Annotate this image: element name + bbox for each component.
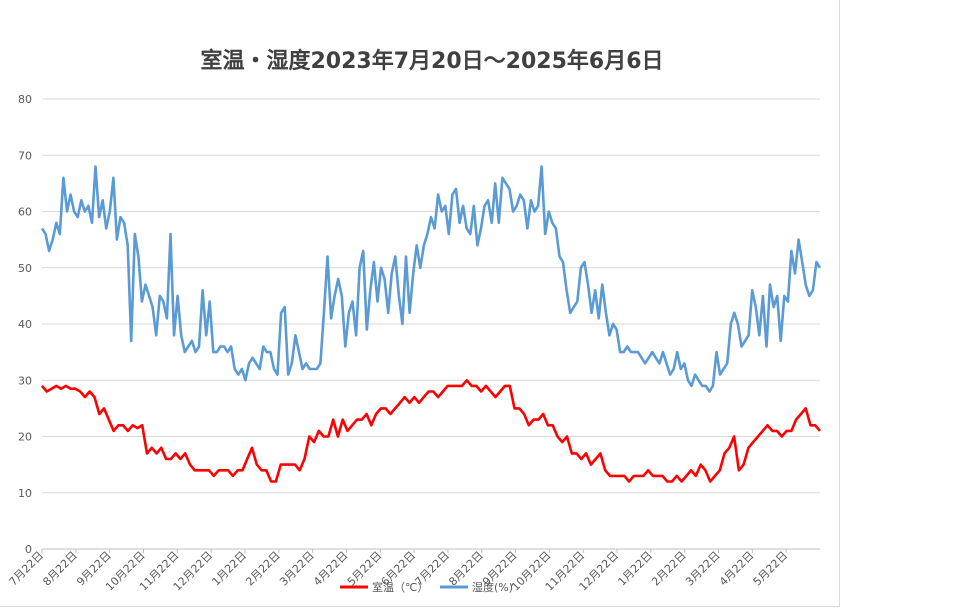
y-tick-label: 70 xyxy=(18,149,32,162)
y-tick-label: 30 xyxy=(18,374,32,387)
x-tick-label: 3月22日 xyxy=(277,549,317,589)
y-tick-label: 80 xyxy=(18,93,32,106)
x-tick-label: 3月22日 xyxy=(683,549,723,589)
y-tick-label: 20 xyxy=(18,431,32,444)
gridlines xyxy=(42,98,820,550)
x-tick-label: 2月22日 xyxy=(243,549,283,589)
x-tick-label: 1月22日 xyxy=(615,549,655,589)
series-lines xyxy=(40,165,822,483)
chart-title: 室温・湿度2023年7月20日～2025年6月6日 xyxy=(201,48,664,74)
y-tick-label: 60 xyxy=(18,206,32,219)
legend-label-temperature: 室温（℃） xyxy=(372,580,428,594)
x-tick-label: 4月22日 xyxy=(311,549,351,589)
x-tick-label: 4月22日 xyxy=(717,549,757,589)
y-tick-label: 40 xyxy=(18,318,32,331)
y-tick-label: 10 xyxy=(18,487,32,500)
y-tick-label: 0 xyxy=(25,543,32,556)
temperature-series-line xyxy=(41,378,821,483)
x-tick-label: 2月22日 xyxy=(649,549,689,589)
y-tick-label: 50 xyxy=(18,262,32,275)
x-tick-label: 1月22日 xyxy=(209,549,249,589)
legend-label-humidity: 湿度(%) xyxy=(472,580,513,594)
x-tick-label: 8月22日 xyxy=(40,549,80,589)
y-axis-ticks: 0 10 20 30 40 50 60 70 80 xyxy=(18,93,32,556)
legend: 室温（℃） 湿度(%) xyxy=(340,580,513,594)
humidity-series-line xyxy=(40,165,822,393)
chart-area: 室温・湿度2023年7月20日～2025年6月6日 0 10 20 30 40 50 60 7… xyxy=(0,0,840,607)
x-tick-label: 5月22日 xyxy=(751,549,791,589)
